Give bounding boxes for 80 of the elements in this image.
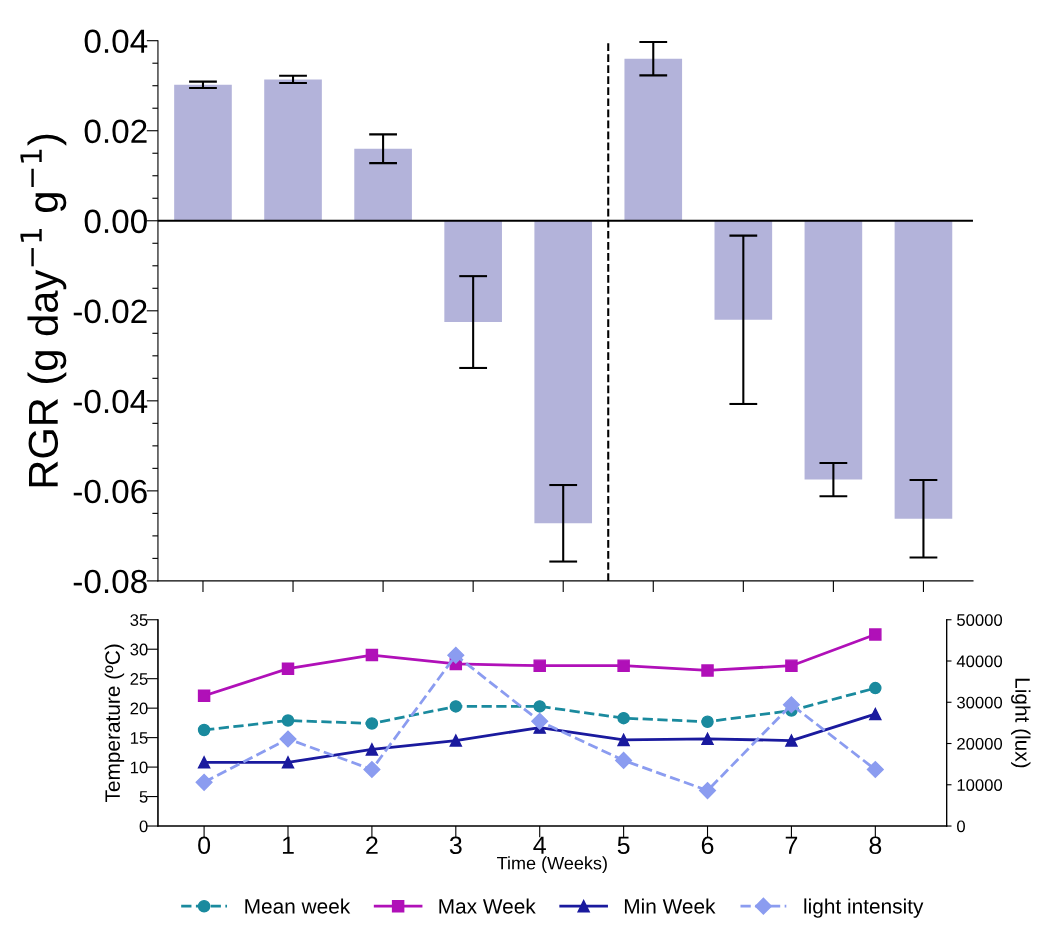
y-tick-label: -0.02 [73,299,147,324]
point [701,664,714,677]
point [782,696,800,714]
point [866,760,884,779]
point [617,659,630,672]
y-tick-label: 0.04 [84,29,148,54]
y2-tick-label: 0 [957,820,965,833]
legend-label: Max Week [439,898,536,914]
point [281,662,295,675]
point [533,700,546,713]
point [531,712,549,730]
y-tick-label: 0 [139,820,148,833]
legend-label: Min Week [624,898,716,914]
bar [264,79,322,221]
x-axis-title: Time (Weeks) [497,856,607,874]
bar [174,84,232,221]
x-tick-label: 7 [785,836,798,854]
point [617,733,630,747]
x-tick-label: 5 [617,836,630,855]
point [701,732,714,746]
y-tick-label: 5 [139,791,148,803]
y-axis-title: Temperature (ºC) [104,644,125,803]
y2-tick-label: 50000 [957,614,1003,626]
point [698,781,717,800]
point [195,773,213,791]
point [869,707,882,721]
y-tick-label: -0.08 [73,569,147,594]
x-tick-label: 1 [282,836,294,854]
y-tick-label: 25 [130,673,148,685]
point [869,681,882,695]
point [279,730,297,748]
point [447,646,465,664]
point [701,715,714,728]
bar [444,220,502,323]
y2-tick-label: 30000 [957,696,1003,709]
point [449,734,463,747]
y-tick-label: 30 [130,643,148,656]
legend-label: light intensity [804,898,924,918]
y-tick-label: -0.06 [73,479,147,504]
y-tick-label: -0.04 [73,389,148,414]
point [365,717,379,730]
point [281,714,295,727]
point [533,659,546,672]
y-tick-label: 15 [130,732,148,744]
point [197,723,211,737]
bar [804,220,863,480]
point [617,711,630,725]
y-tick-label: 0.02 [84,119,147,144]
x-tick-label: 8 [869,836,882,855]
y-tick-label: 0.00 [84,209,147,234]
y2-tick-label: 40000 [956,655,1003,668]
point [785,734,798,747]
y2-axis-title: Light (lux) [1011,678,1031,768]
point [281,756,295,769]
point [363,760,381,779]
point [615,751,633,769]
point [365,743,379,756]
y-tick-label: 20 [130,702,148,715]
point [449,700,463,713]
bar [534,220,593,524]
bar [714,220,773,320]
point [869,628,882,641]
point [785,659,798,672]
x-tick-label: 4 [533,836,546,854]
y2-tick-label: 10000 [957,779,1003,791]
x-tick-label: 3 [449,836,462,855]
y-axis-title: RGR (g day$^{−1}$ g$^{−1}$) [20,134,67,487]
bar [894,220,953,519]
point [197,689,211,703]
point [197,756,211,769]
point [365,648,379,662]
x-tick-label: 6 [701,836,714,855]
legend-label: Mean week [245,898,351,914]
x-tick-label: 0 [198,836,211,855]
x-tick-label: 2 [366,836,378,854]
y-tick-label: 35 [130,614,148,626]
bar [624,58,683,221]
y2-tick-label: 20000 [957,737,1003,750]
bar [354,148,412,221]
y-tick-label: 10 [130,761,148,774]
